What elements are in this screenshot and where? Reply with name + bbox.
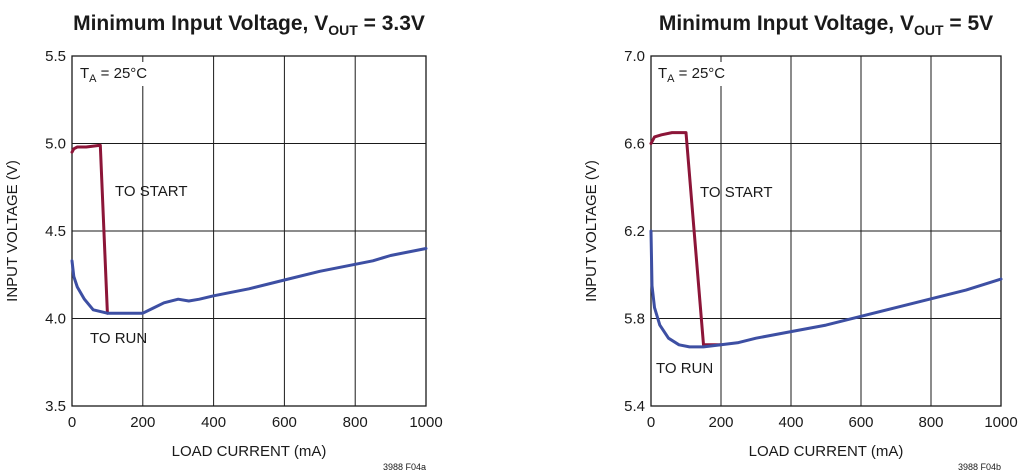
chart-title-main: Minimum Input Voltage, V — [659, 12, 914, 35]
x-tick-label: 800 — [918, 414, 943, 431]
y-tick-label: 3.5 — [45, 398, 66, 415]
series-label-to-run: TO RUN — [656, 360, 713, 377]
annotation-background — [78, 62, 154, 86]
series-line-to-start — [649, 131, 723, 347]
x-tick-label: 0 — [647, 414, 655, 431]
x-tick-label: 400 — [778, 414, 803, 431]
y-tick-label: 4.0 — [45, 311, 66, 328]
series-line-to-run — [70, 247, 428, 315]
chart-title-tail: = 3.3V — [358, 12, 425, 35]
chart-2: Minimum Input Voltage, VOUT = 5V 0 200 400 6… — [583, 12, 1018, 472]
y-axis-label: INPUT VOLTAGE (V) — [4, 160, 21, 302]
x-tick-label: 800 — [343, 414, 368, 431]
temperature-annotation: TA = 25°C — [658, 65, 725, 85]
x-tick-label: 600 — [848, 414, 873, 431]
x-tick-label: 400 — [201, 414, 226, 431]
figure-code: 3988 F04a — [383, 462, 426, 472]
annotation-main: T — [80, 65, 89, 82]
chart-title-subscript: OUT — [914, 22, 944, 38]
y-tick-label: 6.2 — [624, 223, 645, 240]
x-axis-label: LOAD CURRENT (mA) — [172, 443, 327, 460]
chart-title-subscript: OUT — [328, 22, 358, 38]
series-label-to-start: TO START — [115, 183, 188, 200]
series-line-to-run — [649, 229, 1003, 349]
y-tick-label: 5.5 — [45, 48, 66, 65]
annotation-main: T — [658, 65, 667, 82]
chart-1: Minimum Input Voltage, VOUT = 3.3V 0 200 40… — [4, 12, 443, 472]
annotation-tail: = 25°C — [675, 65, 726, 82]
y-tick-label: 4.5 — [45, 223, 66, 240]
series-line-to-start — [70, 143, 109, 315]
y-tick-label: 5.0 — [45, 136, 66, 153]
figure-code: 3988 F04b — [958, 462, 1001, 472]
y-tick-label: 7.0 — [624, 48, 645, 65]
chart-title: Minimum Input Voltage, VOUT = 3.3V — [73, 12, 425, 38]
annotation-subscript: A — [667, 73, 675, 85]
annotation-tail: = 25°C — [97, 65, 148, 82]
series-label-to-start: TO START — [700, 184, 773, 201]
x-tick-label: 0 — [68, 414, 76, 431]
y-axis-label: INPUT VOLTAGE (V) — [583, 160, 600, 302]
chart-title: Minimum Input Voltage, VOUT = 5V — [659, 12, 993, 38]
y-tick-label: 5.4 — [624, 398, 645, 415]
annotation-subscript: A — [89, 73, 97, 85]
y-tick-label: 5.8 — [624, 311, 645, 328]
plot-frame — [71, 55, 427, 407]
annotation-background — [656, 62, 732, 86]
chart-title-main: Minimum Input Voltage, V — [73, 12, 328, 35]
y-tick-label: 6.6 — [624, 136, 645, 153]
x-axis-label: LOAD CURRENT (mA) — [749, 443, 904, 460]
x-tick-label: 200 — [130, 414, 155, 431]
x-tick-label: 1000 — [409, 414, 442, 431]
chart-title-tail: = 5V — [944, 12, 994, 35]
series-label-to-run: TO RUN — [90, 330, 147, 347]
x-tick-label: 1000 — [984, 414, 1017, 431]
x-tick-label: 200 — [708, 414, 733, 431]
temperature-annotation: TA = 25°C — [80, 65, 147, 85]
x-tick-label: 600 — [272, 414, 297, 431]
